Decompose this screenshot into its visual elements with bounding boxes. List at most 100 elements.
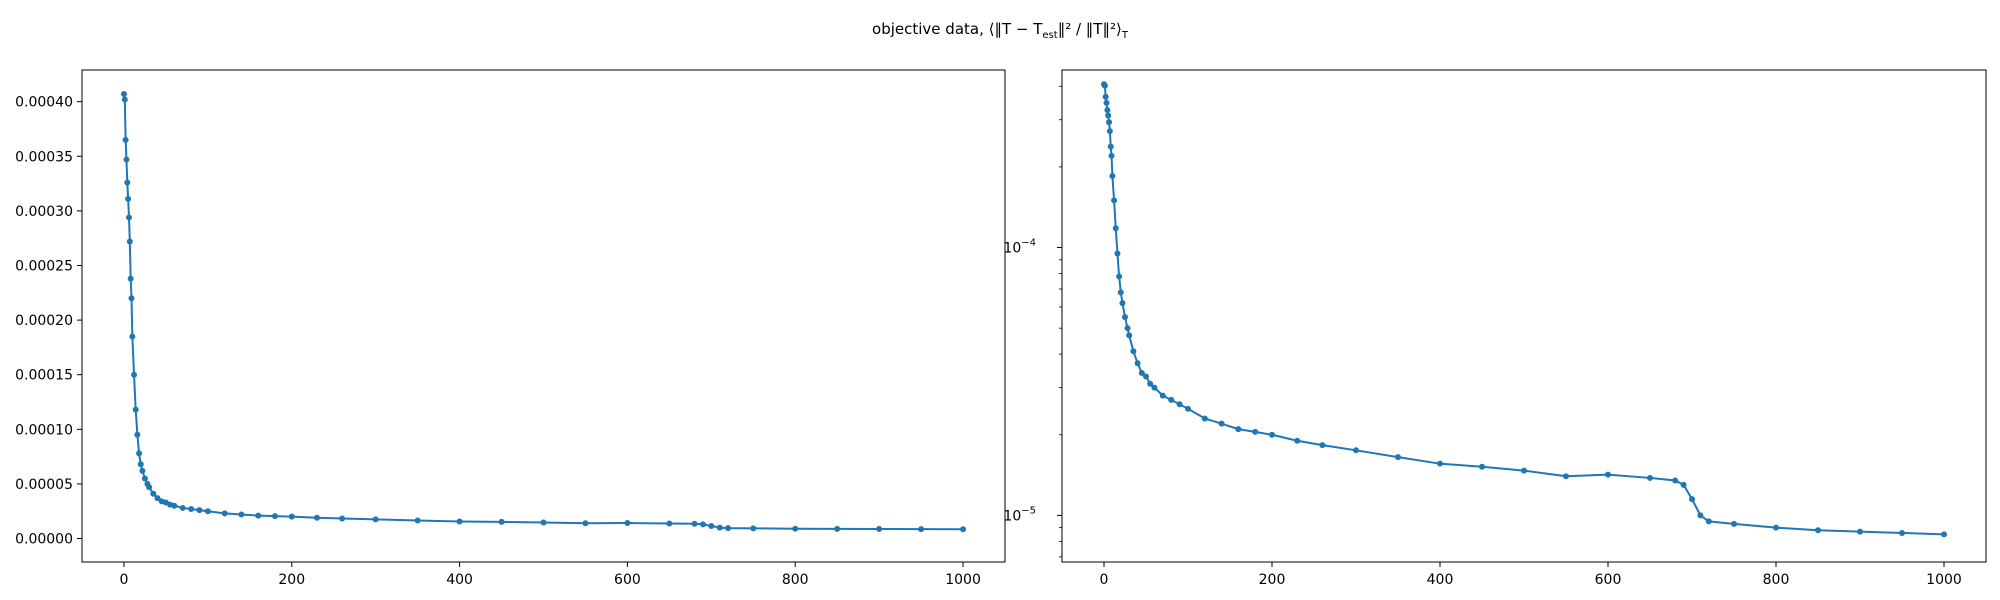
linear-data-point — [708, 522, 715, 529]
log-data-point — [1235, 426, 1242, 433]
linear-x-tick-label: 200 — [278, 572, 305, 588]
linear-x-tick-label: 400 — [446, 572, 473, 588]
linear-data-point — [691, 520, 698, 527]
log-data-point — [1103, 99, 1110, 106]
log-data-point — [1112, 225, 1119, 232]
linear-data-point — [131, 371, 138, 378]
linear-data-point — [125, 195, 132, 202]
log-data-point — [1218, 420, 1225, 427]
linear-data-point — [288, 513, 295, 520]
linear-data-point — [960, 526, 967, 533]
linear-data-point — [126, 238, 133, 245]
log-data-point — [1705, 518, 1712, 525]
log-data-point — [1773, 524, 1779, 531]
log-data-point — [1815, 527, 1821, 534]
log-data-point — [1106, 128, 1113, 135]
linear-data-point — [238, 511, 245, 518]
log-data-point — [1147, 380, 1154, 387]
linear-data-point — [128, 295, 135, 302]
log-data-point — [1269, 431, 1275, 438]
linear-data-point — [540, 519, 547, 526]
linear-data-point — [372, 516, 379, 523]
linear-data-point — [141, 475, 148, 482]
linear-data-point — [498, 518, 505, 525]
linear-data-point — [876, 526, 883, 533]
log-data-point — [1105, 112, 1112, 119]
linear-data-point — [171, 502, 178, 509]
linear-data-point — [699, 521, 706, 528]
log-series-line — [1103, 83, 1945, 536]
log-x-tick-label: 1000 — [1926, 572, 1962, 588]
log-data-point — [1353, 447, 1359, 454]
linear-data-point — [127, 275, 134, 282]
log-data-point — [1437, 460, 1443, 467]
log-data-point — [1111, 197, 1118, 204]
linear-data-point — [120, 91, 127, 98]
figure-title-subscript-t: T — [1121, 30, 1129, 41]
linear-data-point — [255, 512, 262, 519]
log-data-point — [1119, 300, 1126, 307]
log-data-point — [1116, 273, 1123, 280]
linear-y-tick-label: 0.00040 — [15, 95, 73, 111]
log-data-point — [1107, 143, 1114, 150]
log-axes-frame — [1061, 69, 1987, 563]
log-data-point — [1941, 531, 1947, 538]
log-data-point — [1689, 496, 1695, 503]
linear-y-tick-label: 0.00035 — [15, 149, 73, 165]
log-data-point — [1159, 392, 1166, 399]
linear-y-tick-label: 0.00010 — [15, 422, 73, 438]
linear-data-point — [154, 495, 161, 502]
linear-y-tick-label: 0.00015 — [15, 368, 73, 384]
log-data-point — [1106, 119, 1113, 126]
linear-data-point — [129, 333, 136, 340]
log-data-point — [1731, 520, 1737, 527]
log-x-tick-label: 600 — [1595, 572, 1622, 588]
linear-data-point — [725, 525, 732, 532]
log-data-point — [1102, 93, 1109, 100]
linear-data-point — [125, 214, 132, 221]
linear-y-tick-label: 0.00025 — [15, 258, 73, 274]
log-x-tick-label: 800 — [1763, 572, 1790, 588]
linear-data-point — [339, 515, 346, 522]
log-data-point — [1126, 332, 1133, 339]
linear-data-point — [456, 518, 463, 525]
linear-data-point — [204, 508, 211, 515]
log-data-point — [1109, 172, 1116, 179]
log-data-point — [1101, 82, 1108, 89]
linear-y-tick-label: 0.00000 — [15, 532, 73, 548]
log-data-point — [1151, 384, 1158, 391]
linear-series-line — [122, 93, 964, 531]
log-data-point — [1857, 528, 1863, 535]
log-data-point — [1680, 481, 1687, 488]
log-data-point — [1176, 401, 1183, 408]
linear-data-point — [121, 96, 128, 103]
log-x-tick-label: 400 — [1427, 572, 1454, 588]
linear-y-tick-label: 0.00005 — [15, 477, 73, 493]
linear-axes-frame — [81, 69, 1006, 563]
linear-data-point — [196, 507, 203, 514]
log-data-point — [1563, 473, 1569, 480]
figure-title-main: objective data, ⟨‖T − T — [872, 20, 1043, 38]
linear-data-point — [146, 484, 153, 491]
linear-y-tick-label: 0.00020 — [15, 313, 73, 329]
linear-x-tick-label: 600 — [614, 572, 641, 588]
linear-data-point — [139, 467, 146, 474]
log-y-tick-exponent: −5 — [1021, 505, 1036, 516]
log-data-point — [1647, 474, 1653, 481]
linear-x-tick-label: 1000 — [945, 572, 981, 588]
log-data-point — [1201, 415, 1208, 422]
linear-data-point — [792, 525, 799, 532]
log-data-point — [1605, 471, 1611, 478]
figure-title-subscript: est — [1042, 30, 1057, 41]
log-y-tick-label: 10−5 — [1003, 505, 1036, 524]
linear-data-point — [834, 525, 841, 532]
log-data-point — [1319, 442, 1326, 449]
linear-data-point — [188, 506, 195, 513]
figure-title: objective data, ⟨‖T − Test‖² / ‖T‖²⟩T — [872, 20, 1129, 41]
linear-data-point — [150, 490, 157, 497]
log-data-point — [1672, 477, 1679, 484]
linear-data-point — [750, 525, 757, 532]
log-x-tick-label: 0 — [1100, 572, 1109, 588]
